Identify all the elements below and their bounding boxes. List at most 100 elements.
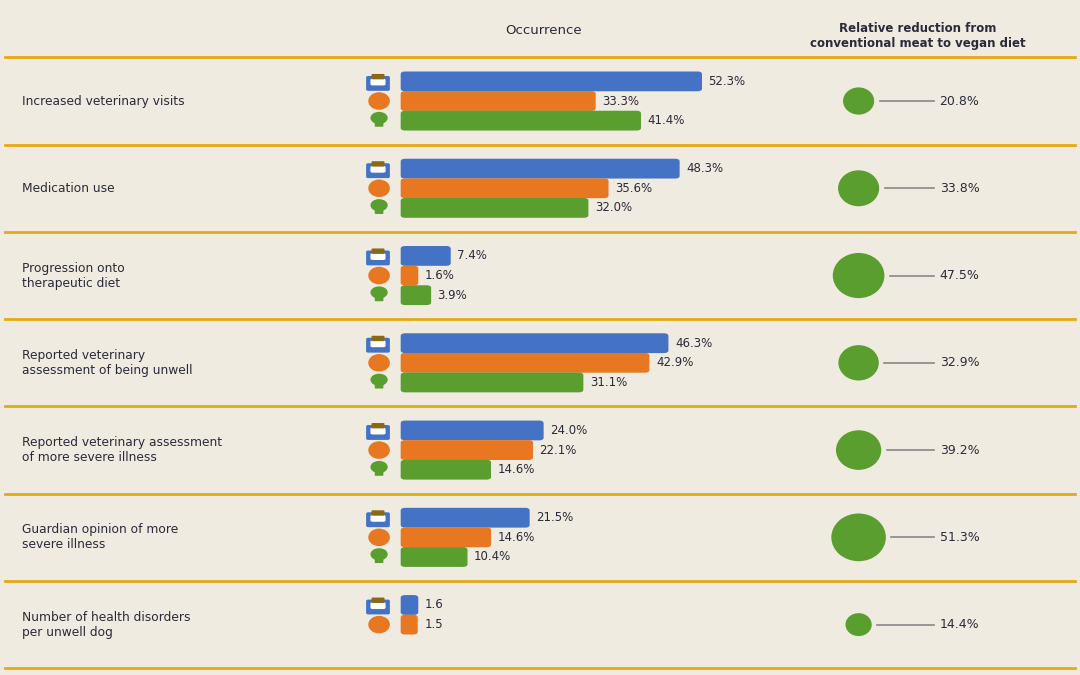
FancyBboxPatch shape: [401, 178, 608, 198]
FancyBboxPatch shape: [370, 253, 386, 260]
Text: Reported veterinary assessment
of more severe illness: Reported veterinary assessment of more s…: [22, 436, 221, 464]
Text: 46.3%: 46.3%: [675, 337, 712, 350]
FancyBboxPatch shape: [401, 333, 669, 353]
FancyBboxPatch shape: [401, 353, 649, 373]
Ellipse shape: [846, 613, 872, 636]
Text: 24.0%: 24.0%: [550, 424, 588, 437]
Ellipse shape: [370, 112, 388, 124]
Text: Occurrence: Occurrence: [505, 24, 582, 36]
Text: 22.1%: 22.1%: [540, 443, 577, 456]
FancyBboxPatch shape: [375, 381, 383, 389]
Ellipse shape: [833, 253, 885, 298]
Text: 33.8%: 33.8%: [940, 182, 980, 195]
Text: 39.2%: 39.2%: [940, 443, 980, 456]
Ellipse shape: [838, 345, 879, 381]
Text: Relative reduction from
conventional meat to vegan diet: Relative reduction from conventional mea…: [810, 22, 1026, 49]
FancyBboxPatch shape: [366, 250, 390, 265]
Text: 1.5: 1.5: [424, 618, 443, 631]
FancyBboxPatch shape: [370, 340, 386, 347]
FancyBboxPatch shape: [366, 512, 390, 527]
FancyBboxPatch shape: [375, 293, 383, 301]
FancyBboxPatch shape: [401, 373, 583, 392]
Text: Reported veterinary
assessment of being unwell: Reported veterinary assessment of being …: [22, 349, 192, 377]
Ellipse shape: [368, 92, 390, 110]
Text: Guardian opinion of more
severe illness: Guardian opinion of more severe illness: [22, 523, 178, 551]
FancyBboxPatch shape: [372, 74, 384, 80]
FancyBboxPatch shape: [366, 425, 390, 440]
FancyBboxPatch shape: [370, 602, 386, 609]
Text: 31.1%: 31.1%: [590, 376, 627, 389]
FancyBboxPatch shape: [401, 198, 589, 218]
FancyBboxPatch shape: [401, 460, 491, 480]
Ellipse shape: [370, 548, 388, 560]
FancyBboxPatch shape: [375, 119, 383, 127]
Ellipse shape: [370, 461, 388, 473]
Text: 14.6%: 14.6%: [498, 531, 535, 544]
Text: 35.6%: 35.6%: [615, 182, 652, 195]
FancyBboxPatch shape: [401, 440, 534, 460]
FancyBboxPatch shape: [401, 266, 418, 286]
FancyBboxPatch shape: [370, 515, 386, 522]
Text: 52.3%: 52.3%: [708, 75, 745, 88]
Ellipse shape: [368, 267, 390, 284]
FancyBboxPatch shape: [401, 246, 450, 266]
Ellipse shape: [370, 286, 388, 298]
Text: 20.8%: 20.8%: [940, 95, 980, 107]
FancyBboxPatch shape: [366, 599, 390, 614]
Text: Progression onto
therapeutic diet: Progression onto therapeutic diet: [22, 261, 124, 290]
Ellipse shape: [843, 87, 874, 115]
Text: 1.6: 1.6: [424, 599, 444, 612]
Ellipse shape: [368, 529, 390, 546]
FancyBboxPatch shape: [401, 72, 702, 91]
Ellipse shape: [368, 180, 390, 197]
FancyBboxPatch shape: [372, 248, 384, 254]
Ellipse shape: [368, 441, 390, 459]
Text: 21.5%: 21.5%: [536, 511, 573, 524]
Ellipse shape: [832, 514, 886, 561]
FancyBboxPatch shape: [370, 79, 386, 86]
Text: 14.6%: 14.6%: [498, 463, 535, 477]
Text: 33.3%: 33.3%: [603, 95, 639, 107]
FancyBboxPatch shape: [372, 597, 384, 603]
FancyBboxPatch shape: [366, 76, 390, 91]
Text: Increased veterinary visits: Increased veterinary visits: [22, 95, 185, 107]
FancyBboxPatch shape: [401, 547, 468, 567]
Text: 10.4%: 10.4%: [474, 551, 511, 564]
FancyBboxPatch shape: [366, 163, 390, 178]
FancyBboxPatch shape: [401, 615, 418, 634]
FancyBboxPatch shape: [375, 206, 383, 214]
Ellipse shape: [836, 430, 881, 470]
Ellipse shape: [370, 199, 388, 211]
Text: 1.6%: 1.6%: [424, 269, 455, 282]
Ellipse shape: [838, 170, 879, 207]
FancyBboxPatch shape: [372, 510, 384, 516]
FancyBboxPatch shape: [401, 527, 491, 547]
FancyBboxPatch shape: [401, 91, 596, 111]
Text: 47.5%: 47.5%: [940, 269, 980, 282]
FancyBboxPatch shape: [366, 338, 390, 352]
Text: 7.4%: 7.4%: [457, 249, 487, 263]
FancyBboxPatch shape: [372, 161, 384, 167]
Text: 32.0%: 32.0%: [595, 201, 632, 215]
Ellipse shape: [368, 616, 390, 633]
FancyBboxPatch shape: [372, 335, 384, 341]
FancyBboxPatch shape: [370, 428, 386, 435]
Ellipse shape: [368, 354, 390, 371]
FancyBboxPatch shape: [401, 286, 431, 305]
Text: 14.4%: 14.4%: [940, 618, 980, 631]
Text: 32.9%: 32.9%: [940, 356, 980, 369]
FancyBboxPatch shape: [401, 508, 529, 528]
Text: 3.9%: 3.9%: [437, 289, 468, 302]
FancyBboxPatch shape: [401, 595, 418, 615]
Text: Medication use: Medication use: [22, 182, 114, 195]
FancyBboxPatch shape: [401, 159, 679, 179]
FancyBboxPatch shape: [372, 423, 384, 429]
Text: 48.3%: 48.3%: [686, 162, 724, 175]
FancyBboxPatch shape: [375, 468, 383, 476]
FancyBboxPatch shape: [375, 555, 383, 563]
Text: 41.4%: 41.4%: [648, 114, 685, 127]
FancyBboxPatch shape: [401, 111, 642, 130]
Text: 42.9%: 42.9%: [656, 356, 693, 369]
FancyBboxPatch shape: [370, 166, 386, 173]
FancyBboxPatch shape: [401, 421, 543, 440]
